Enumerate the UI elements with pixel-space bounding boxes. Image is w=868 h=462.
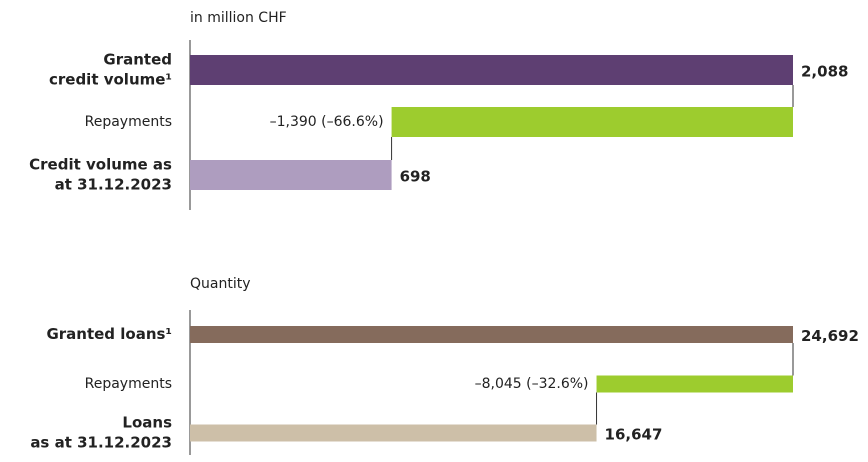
category-label: Credit volume as bbox=[29, 156, 172, 174]
bar bbox=[391, 107, 793, 137]
category-label: Repayments bbox=[85, 114, 172, 130]
bar bbox=[190, 55, 793, 85]
bar bbox=[190, 424, 597, 442]
category-label: Loans bbox=[122, 414, 172, 432]
category-label: Granted bbox=[103, 51, 172, 69]
category-label: credit volume¹ bbox=[49, 71, 172, 89]
bar bbox=[190, 160, 392, 190]
bar bbox=[596, 375, 793, 393]
value-label: –1,390 (–66.6%) bbox=[270, 114, 384, 130]
category-label: Repayments bbox=[85, 376, 172, 392]
category-label: as at 31.12.2023 bbox=[30, 434, 172, 452]
subtitle: in million CHF bbox=[190, 10, 287, 26]
category-label: Granted loans¹ bbox=[46, 325, 172, 343]
category-label: at 31.12.2023 bbox=[55, 176, 172, 194]
value-label: 698 bbox=[400, 168, 431, 186]
bar bbox=[190, 326, 793, 343]
value-label: 16,647 bbox=[605, 426, 663, 444]
subtitle: Quantity bbox=[190, 276, 251, 292]
value-label: 2,088 bbox=[801, 63, 848, 81]
value-label: –8,045 (–32.6%) bbox=[475, 376, 589, 392]
value-label: 24,692 bbox=[801, 327, 859, 345]
